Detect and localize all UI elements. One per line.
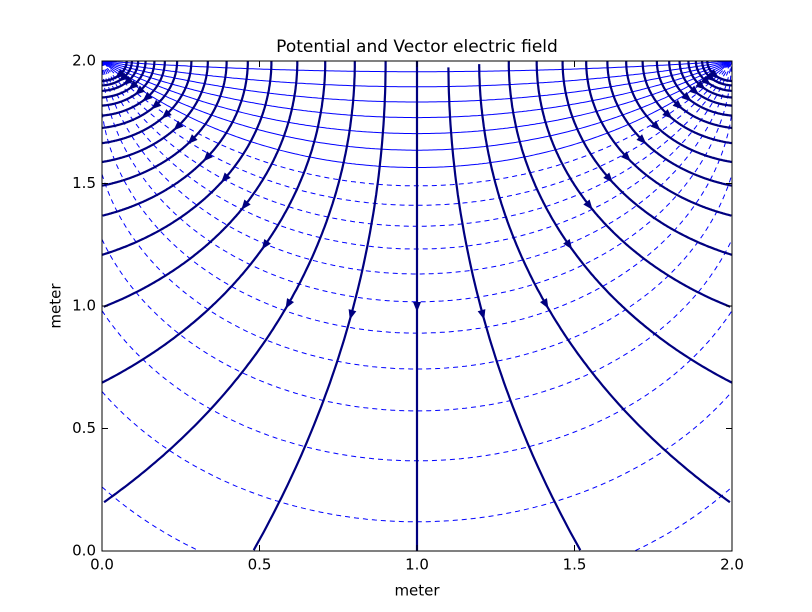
stream-arrow [650,120,661,131]
stream-arrow [583,199,593,210]
plot-area [102,61,732,551]
stream-arrow [563,239,573,250]
x-tick-label: 0.5 [248,556,272,574]
x-axis-label: meter [394,582,440,600]
y-tick-label: 0.5 [72,419,96,437]
stream-arrow [695,80,706,90]
stream-arrow [173,120,184,131]
stream-arrow [672,99,683,110]
stream-arrow [540,298,549,309]
stream-arrow [708,69,720,79]
contour-line [102,61,732,303]
stream-arrow [348,309,357,320]
stream-arrow [688,85,700,96]
stream-arrow [142,91,153,102]
stream-arrow [221,172,231,183]
stream-arrow [123,75,134,86]
stream-arrow [477,309,486,320]
stream-arrow [114,69,126,79]
stream-arrow [603,172,613,183]
y-tick-label: 1.0 [72,297,96,315]
x-tick-label: 2.0 [720,556,744,574]
x-tick-label: 0.0 [90,556,114,574]
y-tick-label: 2.0 [72,52,96,70]
contour-line [102,239,732,412]
stream-arrow [705,72,716,82]
stream-arrow [662,109,673,119]
x-tick-label: 1.0 [405,556,429,574]
chart-title: Potential and Vector electric field [276,37,558,57]
stream-arrow [128,80,139,90]
stream-arrow [203,151,213,162]
contour-line [102,486,199,551]
y-tick-label: 1.5 [72,174,96,192]
contour-line [102,173,732,370]
contour-line [102,61,732,275]
stream-arrow [118,72,129,82]
stream-arrow [187,134,198,145]
stream-arrow [681,91,692,102]
stream-arrow [261,239,271,250]
x-tick-label: 1.5 [563,556,587,574]
stream-arrow [151,99,162,110]
stream-arrow [413,302,421,312]
stream-arrow [134,85,146,96]
y-tick-label: 0.0 [72,542,96,560]
stream-arrow [636,134,647,145]
y-axis-label: meter [47,283,65,329]
stream-arrow [161,109,172,119]
stream-arrow [700,75,711,86]
stream-arrow [621,151,631,162]
stream-arrow [285,298,294,309]
stream-arrow [241,199,251,210]
contour-line [635,486,732,551]
